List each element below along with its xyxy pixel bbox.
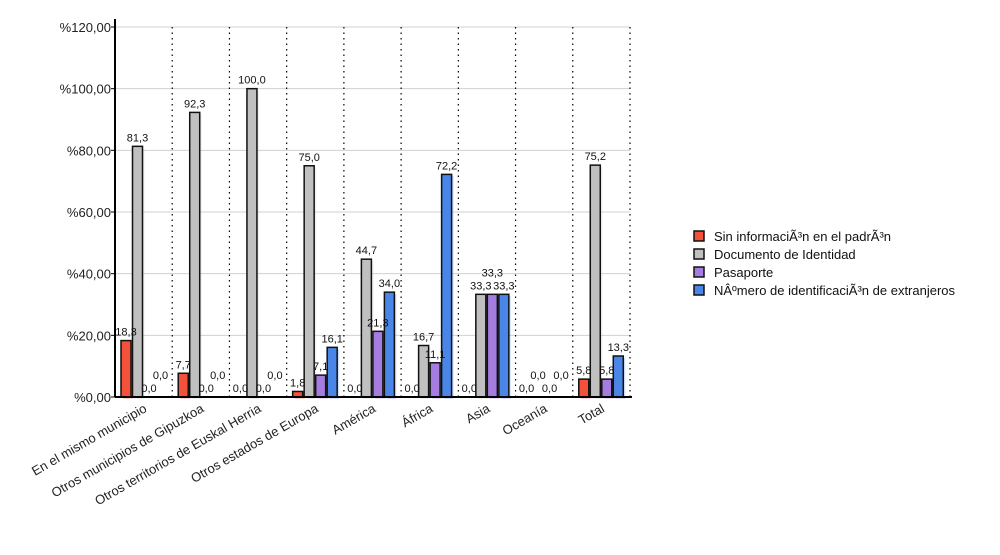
data-label: 33,3 — [470, 280, 491, 292]
gridlines — [115, 26, 631, 397]
data-label: 0,0 — [347, 383, 362, 395]
data-label: 0,0 — [404, 383, 419, 395]
bar — [440, 173, 453, 398]
data-label: 33,3 — [493, 280, 514, 292]
legend-label: Sin informaciÃ³n en el padrÃ³n — [714, 229, 891, 244]
legend-swatch — [693, 266, 705, 278]
y-tick-label: %80,00 — [67, 143, 111, 158]
bar — [601, 378, 613, 398]
y-tick-label: %40,00 — [67, 267, 111, 282]
data-label: 7,7 — [176, 359, 191, 371]
bar — [314, 374, 327, 398]
legend-label: Pasaporte — [714, 265, 773, 280]
y-tick-label: %0,00 — [74, 390, 111, 405]
data-label: 75,2 — [585, 151, 606, 163]
data-label: 0,0 — [519, 383, 534, 395]
legend-swatch — [693, 248, 705, 260]
data-label: 5,8 — [576, 365, 591, 377]
data-label: 44,7 — [356, 245, 377, 257]
legend-swatch — [693, 230, 705, 242]
bar — [429, 362, 441, 398]
data-label: 5,8 — [599, 365, 614, 377]
bar — [578, 378, 590, 398]
y-axis: %0,00 %20,00 %40,00 %60,00 %80,00 %100,00 %120… — [60, 19, 116, 405]
y-tick-label: %100,00 — [60, 82, 111, 97]
data-label: 16,7 — [413, 332, 434, 344]
bar — [177, 372, 189, 398]
data-label: 0,0 — [553, 370, 568, 382]
legend-label: Documento de Identidad — [714, 247, 856, 262]
data-label: 0,0 — [542, 383, 557, 395]
bar — [589, 164, 602, 398]
y-tick-label: %20,00 — [67, 328, 111, 343]
legend-swatch — [693, 284, 705, 296]
bar — [188, 111, 201, 398]
data-label: 0,0 — [153, 370, 168, 382]
data-labels: 18,381,30,00,07,792,30,00,00,0100,00,00,… — [115, 75, 629, 395]
data-label: 16,1 — [321, 333, 342, 345]
data-label: 33,3 — [482, 267, 503, 279]
data-label: 18,3 — [115, 327, 136, 339]
data-label: 21,3 — [367, 317, 388, 329]
data-label: 0,0 — [233, 383, 248, 395]
data-label: 34,0 — [379, 278, 400, 290]
bars — [120, 87, 626, 400]
bar — [326, 346, 338, 398]
bar — [246, 87, 258, 398]
bar — [372, 330, 384, 398]
data-label: 11,1 — [425, 349, 446, 361]
data-label: 0,0 — [210, 370, 225, 382]
bar — [612, 355, 625, 398]
data-label: 0,0 — [141, 383, 156, 395]
data-label: 13,3 — [608, 342, 629, 354]
data-label: 7,1 — [313, 361, 328, 373]
bar — [131, 145, 144, 398]
data-label: 0,0 — [530, 370, 545, 382]
data-label: 92,3 — [184, 98, 205, 110]
data-label: 1,8 — [290, 377, 305, 389]
x-tick-label: América — [329, 400, 378, 437]
bar — [498, 293, 510, 398]
x-tick-label: África — [399, 400, 436, 430]
y-tick-label: %60,00 — [67, 205, 111, 220]
data-label: 0,0 — [462, 383, 477, 395]
bar — [486, 293, 499, 398]
bar — [475, 293, 487, 398]
x-tick-label: Asia — [463, 400, 493, 426]
data-label: 100,0 — [238, 75, 266, 87]
data-label: 0,0 — [199, 383, 214, 395]
bar — [120, 339, 132, 398]
bar — [383, 291, 396, 398]
legend: Sin informaciÃ³n en el padrÃ³n Documento … — [693, 229, 956, 298]
data-label: 75,0 — [298, 152, 319, 164]
x-tick-label: Oceanía — [500, 400, 551, 438]
x-tick-label: Total — [576, 401, 607, 428]
y-tick-label: %120,00 — [60, 20, 111, 35]
data-label: 0,0 — [256, 383, 271, 395]
legend-label: NÂºmero de identificaciÃ³n de extranjero… — [714, 283, 956, 298]
data-label: 0,0 — [267, 370, 282, 382]
data-label: 81,3 — [127, 132, 148, 144]
data-label: 72,2 — [436, 160, 457, 172]
